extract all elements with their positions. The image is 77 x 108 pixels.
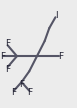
- Text: F: F: [5, 65, 10, 74]
- Text: F: F: [27, 88, 32, 97]
- Text: F: F: [11, 88, 16, 97]
- Text: F: F: [5, 39, 10, 48]
- Text: F: F: [59, 52, 64, 61]
- Text: F: F: [1, 52, 6, 61]
- Text: I: I: [55, 11, 58, 20]
- Text: F: F: [19, 80, 24, 89]
